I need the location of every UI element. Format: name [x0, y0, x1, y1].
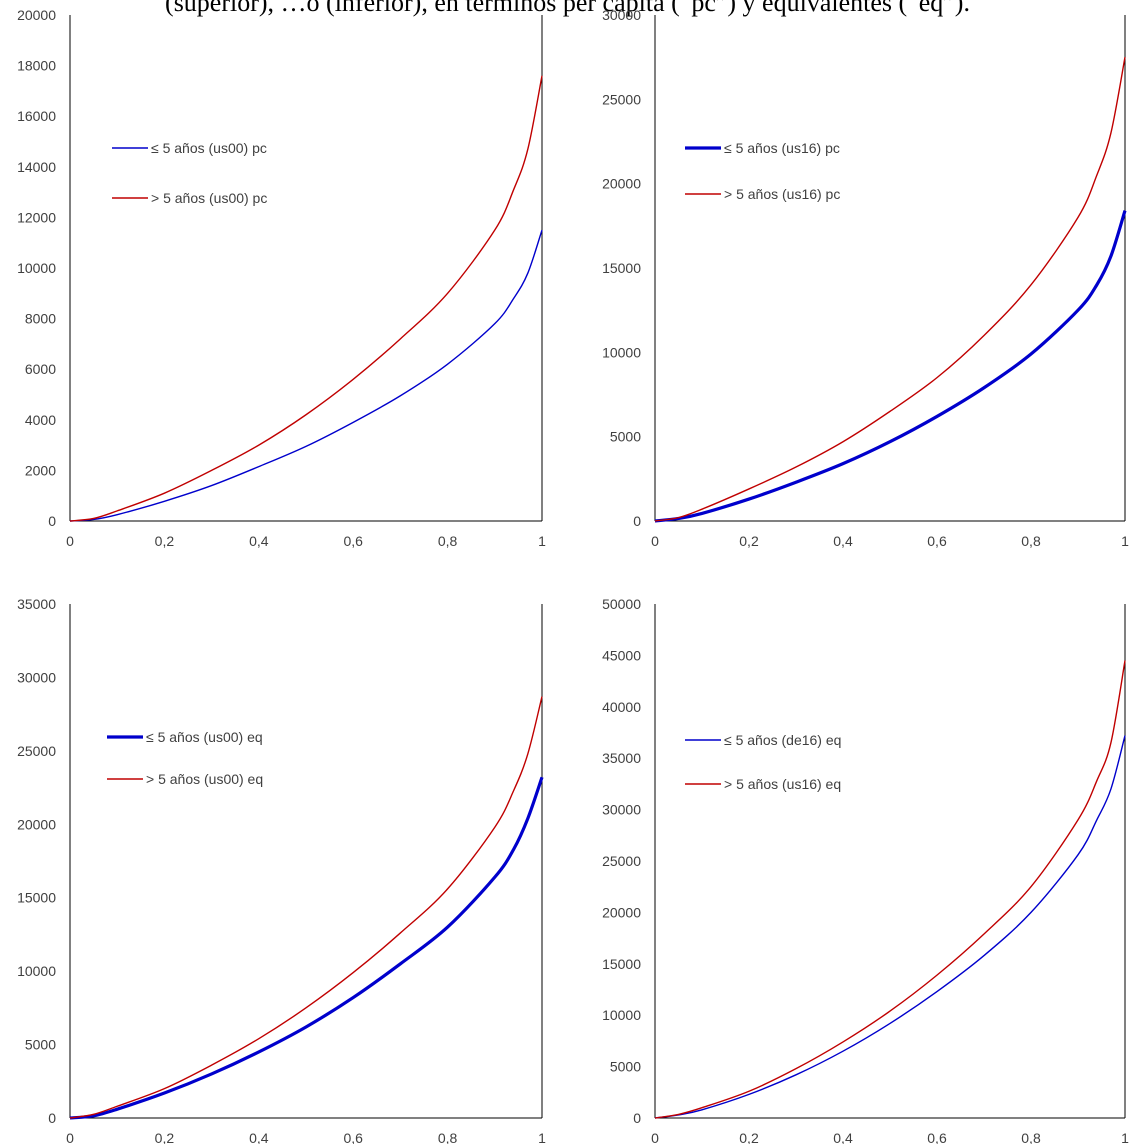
- y-tick-label: 4000: [25, 412, 56, 428]
- x-tick-label: 0,6: [343, 533, 363, 549]
- legend-label: ≤ 5 años (us00) pc: [151, 140, 267, 156]
- legend-label: > 5 años (us00) pc: [151, 190, 267, 206]
- x-tick-label: 0,6: [927, 1130, 947, 1144]
- series-line-1: [69, 776, 544, 1120]
- x-tick-label: 1: [1121, 1130, 1129, 1144]
- y-tick-label: 0: [48, 513, 56, 529]
- y-tick-label: 20000: [17, 816, 56, 832]
- y-tick-label: 25000: [17, 743, 56, 759]
- y-tick-label: 2000: [25, 462, 56, 478]
- x-tick-label: 0,4: [833, 533, 853, 549]
- y-tick-label: 5000: [610, 429, 641, 445]
- x-tick-label: 0,8: [438, 533, 458, 549]
- legend-label: > 5 años (us16) pc: [724, 186, 840, 202]
- x-tick-label: 0,8: [1021, 1130, 1041, 1144]
- x-tick-label: 1: [538, 1130, 546, 1144]
- x-tick-label: 0,2: [155, 533, 175, 549]
- y-tick-label: 25000: [602, 853, 641, 869]
- series-line-2: [69, 75, 543, 522]
- x-tick-label: 0,4: [249, 1130, 269, 1144]
- series-line-1: [69, 229, 543, 522]
- y-tick-label: 35000: [602, 750, 641, 766]
- legend-label: > 5 años (us16) eq: [724, 776, 841, 792]
- x-tick-label: 0: [651, 1130, 659, 1144]
- x-tick-label: 0,2: [739, 533, 759, 549]
- y-tick-label: 8000: [25, 311, 56, 327]
- x-tick-label: 0,4: [249, 533, 269, 549]
- y-tick-label: 14000: [17, 159, 56, 175]
- x-tick-label: 0,4: [833, 1130, 853, 1144]
- y-tick-label: 15000: [602, 260, 641, 276]
- series-line-2: [654, 57, 1126, 522]
- legend-label: ≤ 5 años (us00) eq: [146, 729, 263, 745]
- y-tick-label: 5000: [25, 1037, 56, 1053]
- y-tick-label: 20000: [602, 904, 641, 920]
- y-tick-label: 15000: [17, 890, 56, 906]
- y-tick-label: 5000: [610, 1059, 641, 1075]
- y-tick-label: 10000: [17, 963, 56, 979]
- y-tick-label: 16000: [17, 108, 56, 124]
- y-tick-label: 40000: [602, 699, 641, 715]
- legend-label: > 5 años (us00) eq: [146, 771, 263, 787]
- y-tick-label: 0: [633, 513, 641, 529]
- chart-panel-1: 0 2000 4000 6000 8000 10000 12000 14000 16000 180…: [17, 7, 546, 549]
- y-tick-label: 35000: [17, 596, 56, 612]
- chart-panel-4: 0 5000 10000 15000 20000 25000 30000 35000 40000…: [602, 596, 1129, 1144]
- y-tick-label: 30000: [602, 7, 641, 23]
- y-tick-label: 20000: [17, 7, 56, 23]
- series-line-2: [654, 660, 1126, 1119]
- legend-label: ≤ 5 años (de16) eq: [724, 732, 841, 748]
- y-tick-label: 15000: [602, 956, 641, 972]
- series-line-1: [654, 735, 1126, 1119]
- y-tick-label: 30000: [602, 802, 641, 818]
- y-tick-label: 25000: [602, 91, 641, 107]
- x-tick-label: 0: [651, 533, 659, 549]
- x-tick-label: 0,2: [155, 1130, 175, 1144]
- chart-panel-3: 0 5000 10000 15000 20000 25000 30000 35000 0 0,2 0…: [17, 596, 546, 1144]
- y-tick-label: 20000: [602, 176, 641, 192]
- y-tick-label: 50000: [602, 596, 641, 612]
- x-tick-label: 0,6: [927, 533, 947, 549]
- x-tick-label: 0,6: [343, 1130, 363, 1144]
- x-tick-label: 0: [66, 533, 74, 549]
- series-line-1: [654, 210, 1127, 523]
- y-tick-label: 12000: [17, 209, 56, 225]
- x-tick-label: 0,8: [1021, 533, 1041, 549]
- series-line-2: [69, 696, 543, 1119]
- y-tick-label: 6000: [25, 361, 56, 377]
- y-tick-label: 30000: [17, 669, 56, 685]
- y-tick-label: 0: [48, 1110, 56, 1126]
- y-tick-label: 10000: [602, 344, 641, 360]
- y-tick-label: 18000: [17, 58, 56, 74]
- x-tick-label: 0,2: [739, 1130, 759, 1144]
- x-tick-label: 1: [538, 533, 546, 549]
- x-tick-label: 0: [66, 1130, 74, 1144]
- x-tick-label: 1: [1121, 533, 1129, 549]
- y-tick-label: 10000: [602, 1007, 641, 1023]
- chart-panel-2: 0 5000 10000 15000 20000 25000 30000 0 0,2 0,4 0,6…: [602, 7, 1129, 549]
- figure-caption: (superior), …o (inferior), en términos p…: [165, 0, 970, 17]
- x-tick-label: 0,8: [438, 1130, 458, 1144]
- legend-label: ≤ 5 años (us16) pc: [724, 140, 840, 156]
- y-tick-label: 45000: [602, 647, 641, 663]
- y-tick-label: 10000: [17, 260, 56, 276]
- y-tick-label: 0: [633, 1110, 641, 1126]
